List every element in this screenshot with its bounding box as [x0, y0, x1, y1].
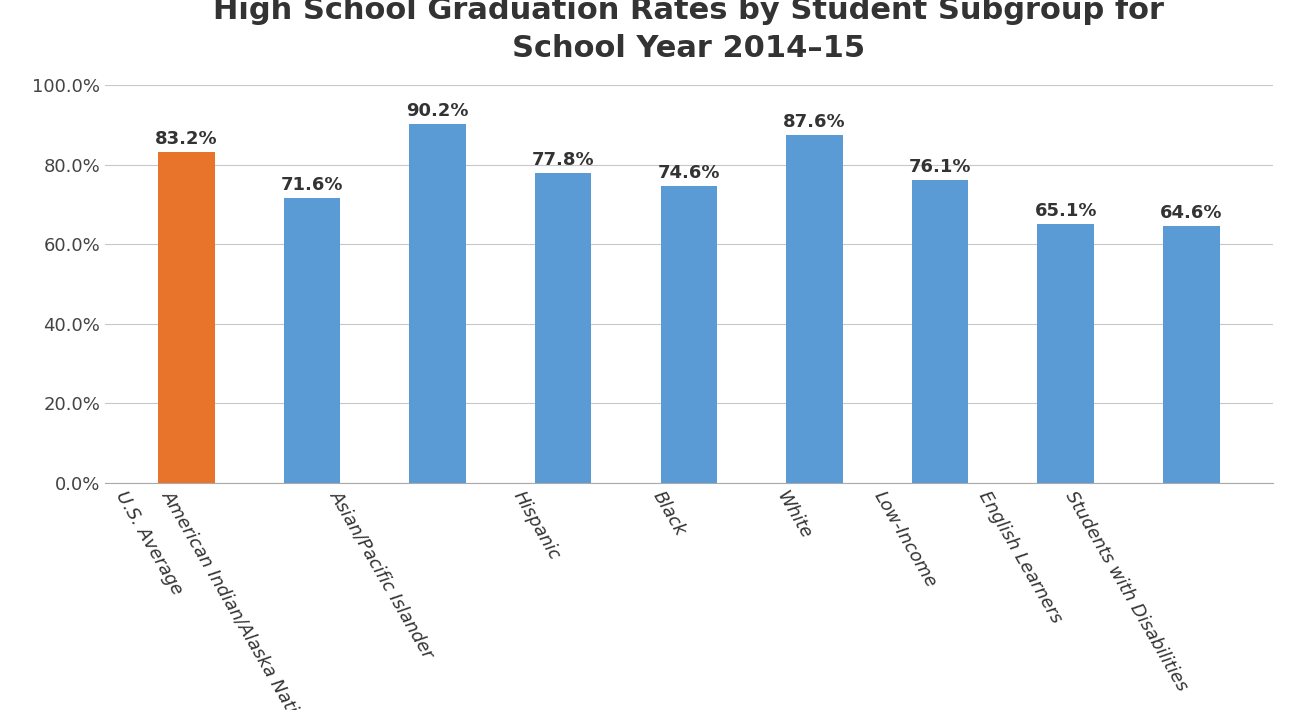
Bar [786, 134, 842, 483]
Bar [660, 186, 718, 483]
Bar [1162, 226, 1220, 483]
Text: 76.1%: 76.1% [909, 158, 971, 176]
Bar [409, 124, 466, 483]
Text: 77.8%: 77.8% [531, 151, 594, 170]
Text: 87.6%: 87.6% [783, 112, 846, 131]
Bar [283, 198, 340, 483]
Text: 74.6%: 74.6% [657, 164, 720, 182]
Text: 71.6%: 71.6% [281, 176, 344, 194]
Bar [912, 180, 968, 483]
Bar [1038, 224, 1094, 483]
Title: High School Graduation Rates by Student Subgroup for
School Year 2014–15: High School Graduation Rates by Student … [214, 0, 1164, 63]
Text: 65.1%: 65.1% [1034, 202, 1097, 220]
Text: 64.6%: 64.6% [1160, 204, 1223, 222]
Bar [535, 173, 592, 483]
Text: 83.2%: 83.2% [155, 130, 218, 148]
Text: 90.2%: 90.2% [407, 102, 468, 120]
Bar [157, 152, 215, 483]
